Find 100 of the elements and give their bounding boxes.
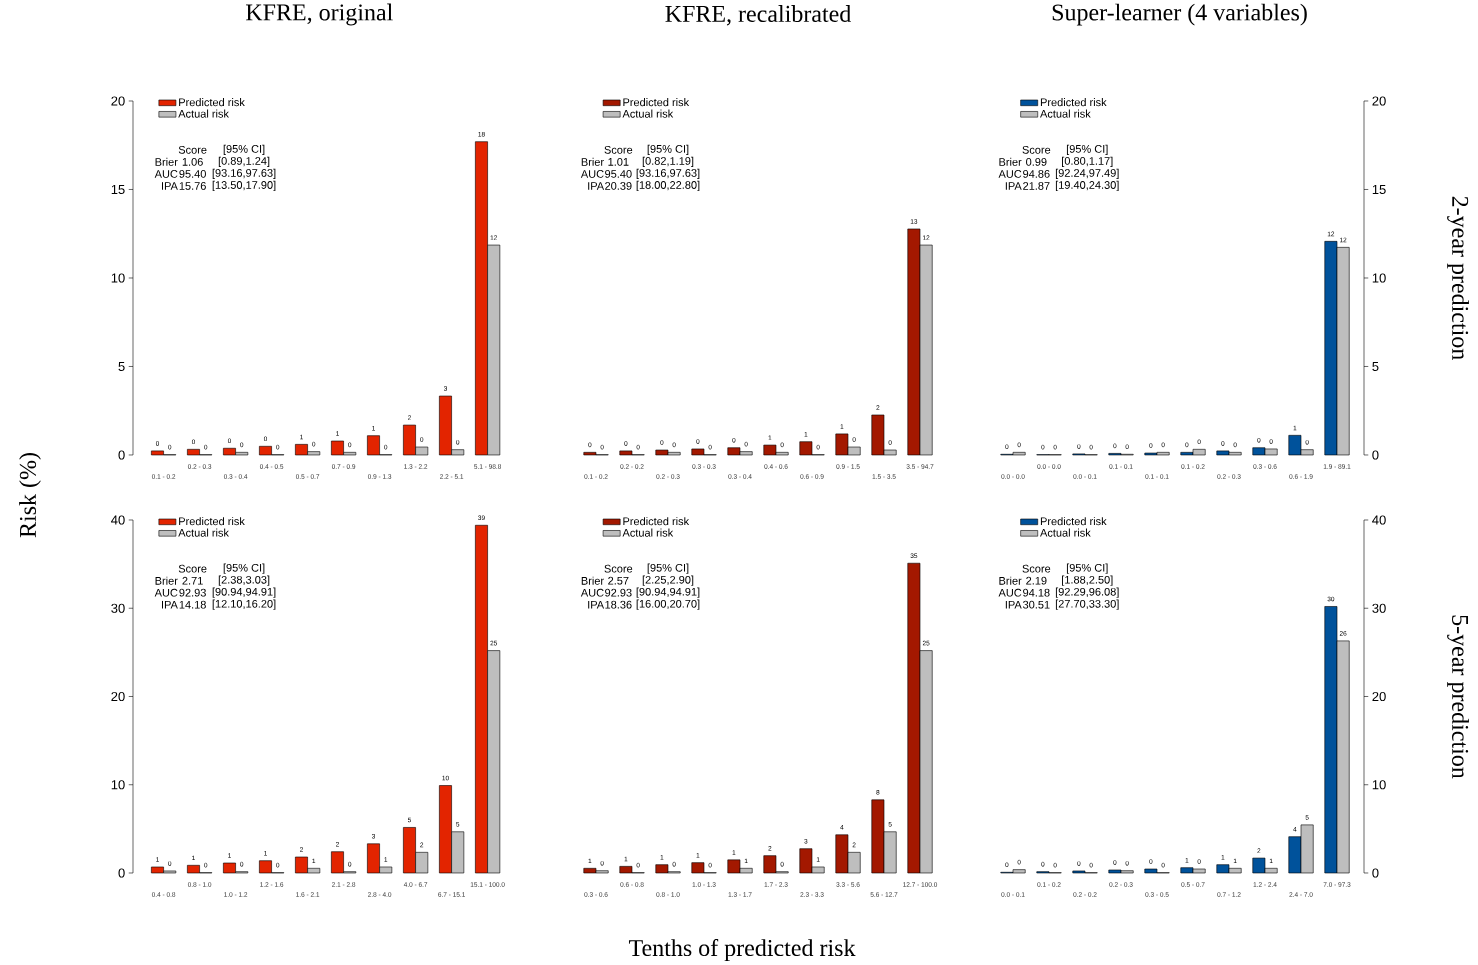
annotation: [1.88,2.50] (1062, 575, 1113, 586)
annotation: Brier (999, 157, 1022, 166)
y-tick-label: 40 (111, 515, 125, 525)
annotation: IPA (162, 600, 178, 609)
y-tick-label: 20 (111, 96, 125, 106)
annotation: [2.25,2.90] (642, 575, 694, 586)
annotation: IPA (588, 182, 605, 190)
annotation: 94.86 (1023, 170, 1050, 178)
legend-label: Predicted risk (623, 98, 690, 107)
y-tick-label: 0 (1372, 450, 1379, 460)
legend-label: Actual risk (1040, 528, 1091, 537)
legend-label: Actual risk (178, 109, 229, 118)
annotation: [93.16,97.63] (636, 168, 700, 180)
legend-label: Actual risk (622, 109, 674, 118)
annotation: [95% CI] (1066, 563, 1108, 574)
annotation: AUC (998, 588, 1022, 597)
legend-label: Predicted risk (1040, 98, 1107, 107)
annotation: Brier (999, 576, 1022, 585)
annotation: 1.01 (608, 157, 629, 166)
annotation: 95.40 (179, 170, 206, 178)
annotation: 2.19 (1026, 576, 1047, 585)
annotation: 18.36 (605, 600, 632, 609)
annotation: [90.94,94.91] (212, 587, 276, 598)
annotation: [95% CI] (223, 144, 265, 155)
annotation: 92.93 (179, 588, 206, 597)
annotation: [27.70,33.30] (1055, 599, 1119, 610)
y-tick-label: 0 (118, 450, 125, 460)
annotation: [12.10,16.20] (212, 599, 276, 610)
y-tick-label: 20 (1372, 96, 1386, 106)
annotation: [95% CI] (1066, 144, 1108, 155)
y-axis-title: Risk (%) (19, 453, 41, 538)
annotation: [19.40,24.30] (1055, 180, 1119, 192)
annotation: Score (1022, 564, 1051, 573)
annotation: Score (178, 564, 207, 573)
annotation: [95% CI] (223, 563, 265, 574)
annotation: IPA (162, 182, 178, 190)
y-tick-label: 5 (118, 361, 125, 372)
annotation: [93.16,97.63] (212, 168, 276, 180)
y-tick-label: 30 (1372, 603, 1386, 613)
annotation: [95% CI] (647, 144, 689, 155)
annotation: Score (604, 145, 633, 154)
legend-label: Actual risk (622, 528, 674, 537)
annotation: [0.82,1.19] (642, 156, 694, 167)
annotation: 2.71 (182, 576, 203, 585)
annotation: AUC (998, 170, 1022, 178)
y-tick-label: 20 (1372, 691, 1386, 702)
legend-label: Predicted risk (179, 517, 245, 526)
annotation: 30.51 (1023, 600, 1050, 609)
chart-title: Super-learner (4 variables) (1052, 3, 1307, 26)
annotation: [92.24,97.49] (1055, 168, 1119, 180)
annotation: [0.80,1.17] (1062, 156, 1113, 167)
annotation: Brier (581, 157, 604, 166)
annotation: [95% CI] (647, 563, 689, 574)
annotation: 94.18 (1023, 588, 1050, 597)
legend-label: Predicted risk (623, 517, 690, 526)
annotation: 14.18 (179, 600, 206, 609)
annotation: [13.50,17.90] (212, 180, 276, 192)
y-tick-label: 40 (1372, 515, 1386, 525)
annotation: IPA (588, 600, 605, 609)
y-tick-label: 20 (111, 691, 125, 702)
annotation: IPA (1005, 182, 1022, 190)
y-tick-label: 15 (111, 184, 125, 195)
annotation: AUC (580, 170, 604, 178)
annotation: 20.39 (605, 182, 632, 190)
annotation: Brier (155, 576, 178, 585)
annotation: Score (178, 145, 207, 154)
y-tick-label: 15 (1372, 184, 1386, 195)
y-tick-label: 10 (111, 780, 125, 790)
annotation: IPA (1005, 600, 1022, 609)
annotation: [18.00,22.80] (636, 180, 700, 192)
legend-label: Actual risk (178, 528, 229, 537)
annotation: 95.40 (605, 170, 632, 178)
legend-label: Predicted risk (1040, 517, 1107, 526)
annotation: Brier (581, 576, 604, 585)
y-tick-label: 10 (111, 273, 125, 283)
annotation: [90.94,94.91] (636, 587, 700, 598)
annotation: Score (604, 564, 633, 573)
x-axis-title: Tenths of predicted risk (628, 938, 856, 961)
annotation: Score (1022, 145, 1051, 154)
annotation: [2.38,3.03] (218, 575, 270, 586)
y-tick-label: 0 (118, 868, 125, 878)
annotation: AUC (580, 588, 604, 597)
annotation: 1.06 (182, 157, 203, 166)
chart-title: KFRE, recalibrated (665, 5, 852, 26)
annotation: [16.00,20.70] (636, 599, 700, 610)
legend-label: Predicted risk (179, 98, 245, 107)
annotation: [92.29,96.08] (1055, 587, 1119, 598)
y-tick-label: 30 (111, 603, 125, 613)
annotation: 92.93 (605, 588, 632, 597)
annotation: 2.57 (608, 576, 629, 585)
text: 5-year prediction (1447, 615, 1469, 779)
annotation: 21.87 (1023, 182, 1050, 190)
chart-title: KFRE, original (246, 3, 393, 26)
annotation: [0.89,1.24] (218, 156, 270, 167)
text: 2-year prediction (1447, 196, 1469, 360)
y-tick-label: 0 (1372, 868, 1379, 878)
y-tick-label: 10 (1372, 273, 1386, 283)
annotation: 0.99 (1026, 157, 1047, 166)
legend-label: Actual risk (1040, 109, 1091, 118)
y-tick-label: 10 (1372, 780, 1386, 790)
